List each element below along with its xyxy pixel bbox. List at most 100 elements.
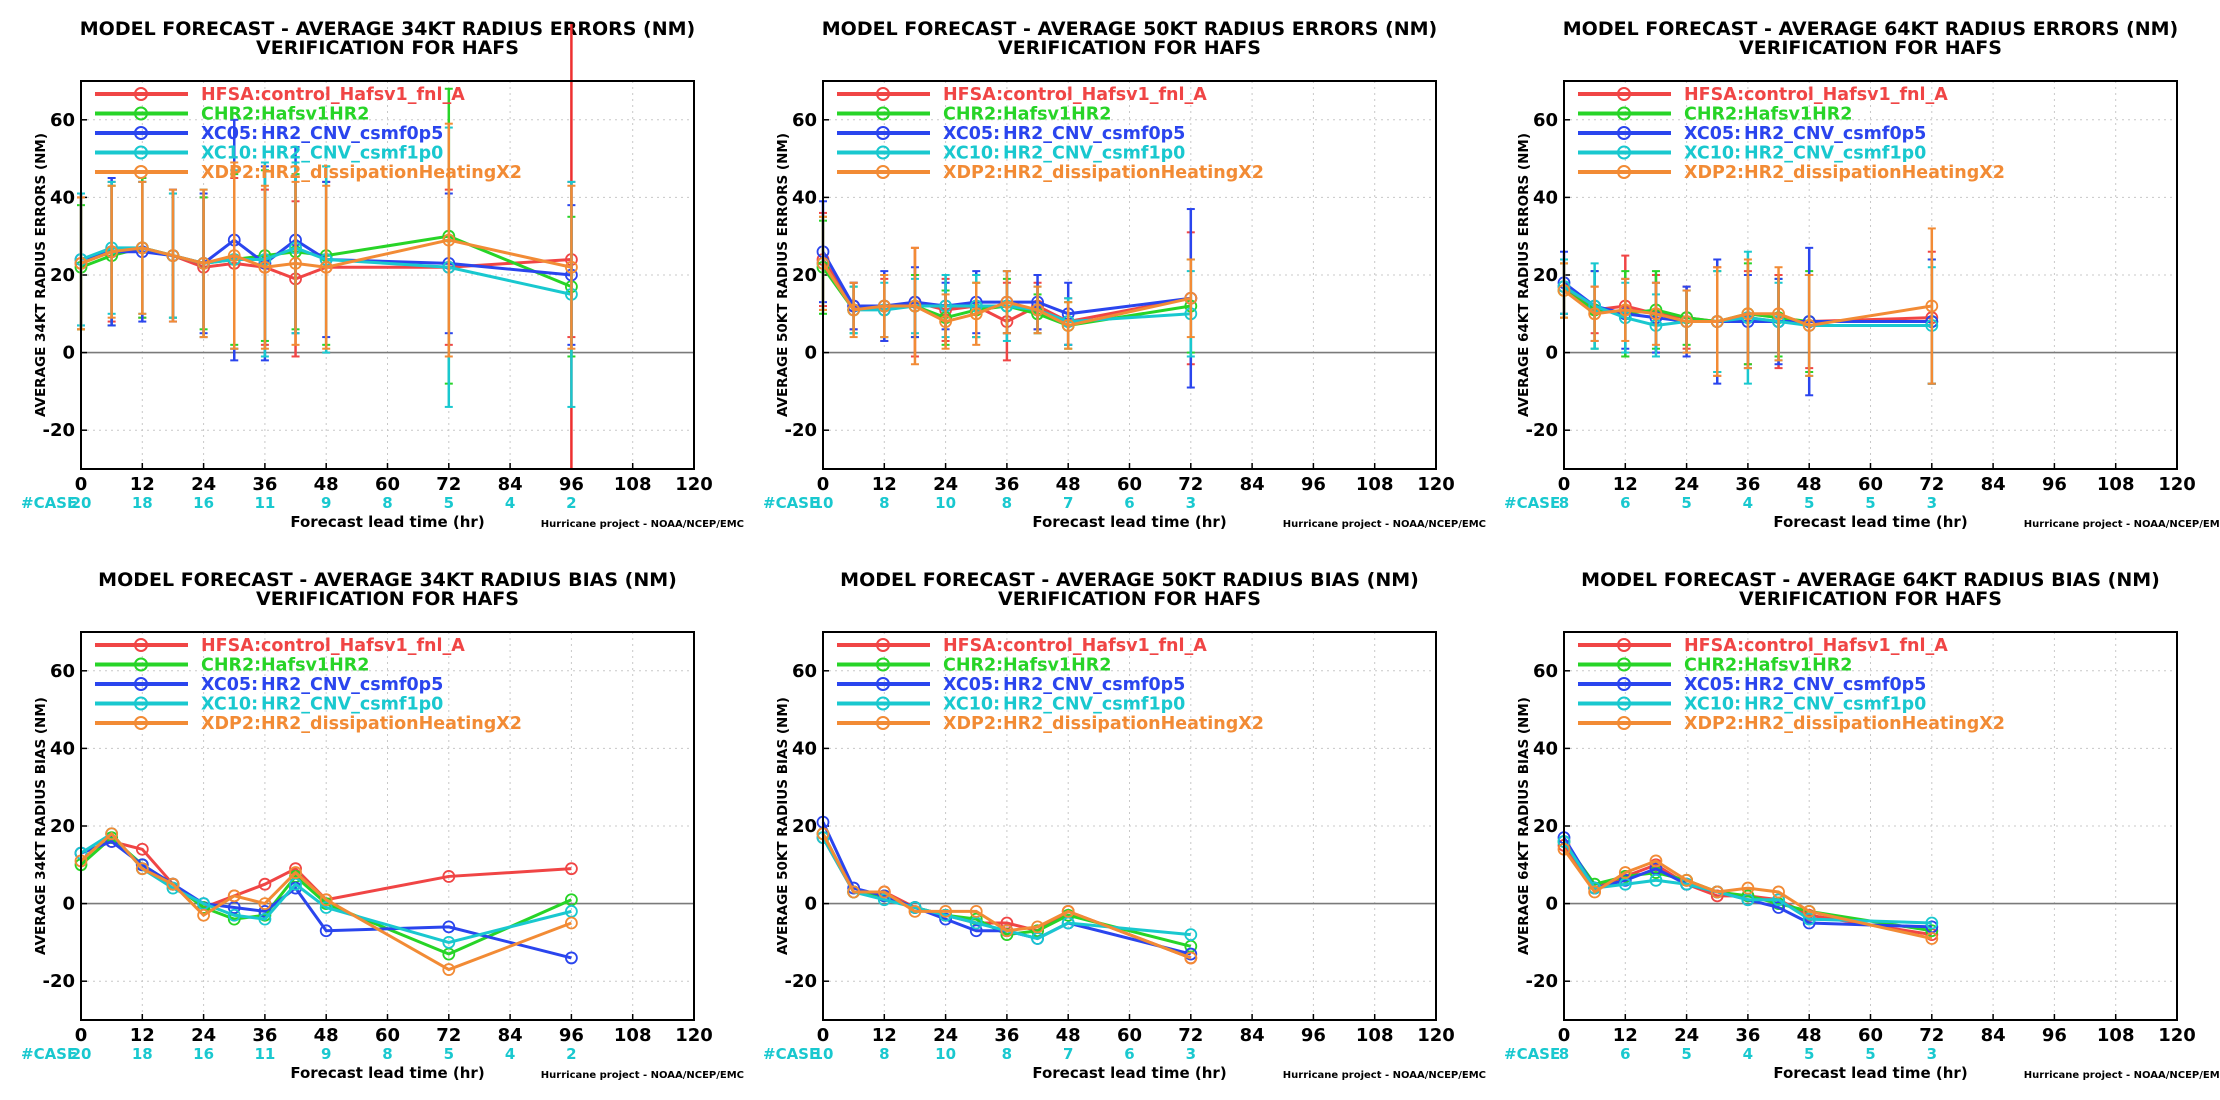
x-tick-label: 84: [1240, 1025, 1265, 1046]
case-count-value: 11: [254, 494, 275, 512]
y-tick-label: 20: [792, 265, 817, 286]
y-tick-label: 0: [804, 894, 817, 915]
case-count-value: 7: [1063, 494, 1073, 512]
case-count-value: 4: [1743, 494, 1753, 512]
case-count-value: 5: [444, 1045, 454, 1063]
x-tick-label: 36: [994, 474, 1019, 495]
legend-desc: control_Hafsv1_fnl_A: [1003, 85, 1207, 105]
data-point: [442, 870, 456, 883]
data-point: [1680, 873, 1693, 887]
chart-panel-2: MODEL FORECAST - AVERAGE 50KT RADIUS ERR…: [763, 18, 1486, 531]
legend-name: CHR2:: [1684, 656, 1744, 676]
x-tick-label: 60: [1117, 474, 1142, 495]
case-count-value: 8: [1559, 494, 1569, 512]
series-line: [1562, 840, 1932, 925]
legend-name: CHR2:: [1684, 105, 1744, 125]
case-count-value: 5: [1681, 1045, 1691, 1063]
legend-name: XDP2:: [943, 714, 1003, 734]
y-tick-label: 20: [1533, 265, 1558, 286]
data-series: [816, 200, 1198, 389]
data-point: [877, 299, 891, 313]
y-tick-label: 60: [1533, 661, 1558, 682]
series-line: [821, 262, 1191, 324]
x-tick-label: 36: [1735, 1025, 1760, 1046]
legend-desc: HR2_CNV_csmf0p5: [1003, 124, 1185, 144]
data-point: [877, 893, 891, 907]
credit-label: Hurricane project - NOAA/NCEP/EMC: [541, 1070, 744, 1081]
x-tick-label: 60: [1117, 1025, 1142, 1046]
data-point: [1184, 947, 1198, 961]
plot-frame: [1563, 80, 2178, 470]
legend-desc: control_Hafsv1_fnl_A: [1744, 85, 1948, 105]
legend-swatch-marker: [876, 126, 890, 140]
chart-panel-1: MODEL FORECAST - AVERAGE 34KT RADIUS ERR…: [21, 18, 744, 531]
legend-desc: HR2_CNV_csmf0p5: [261, 124, 443, 144]
chart-subtitle: VERIFICATION FOR HAFS: [998, 588, 1261, 610]
data-point: [227, 908, 241, 922]
y-axis-label: AVERAGE 50KT RADIUS ERRORS (NM): [775, 133, 791, 417]
x-tick-label: 84: [1240, 474, 1265, 495]
legend-name: XC10:: [201, 144, 258, 164]
series-line: [80, 238, 572, 269]
x-axis-label: Forecast lead time (hr): [1032, 513, 1226, 531]
data-point: [1772, 885, 1785, 899]
x-tick-label: 96: [559, 474, 584, 495]
chart-title: MODEL FORECAST - AVERAGE 34KT RADIUS BIA…: [98, 569, 677, 591]
y-tick-label: 60: [50, 110, 75, 131]
gridlines: [81, 632, 694, 1020]
data-point: [847, 881, 861, 895]
legend-swatch-marker: [876, 106, 890, 121]
case-count-value: 6: [1620, 1045, 1630, 1063]
case-count-value: 7: [1063, 1045, 1073, 1063]
y-axis-label: AVERAGE 64KT RADIUS ERRORS (NM): [1516, 133, 1532, 417]
legend-desc: HR2_CNV_csmf0p5: [261, 675, 443, 695]
y-axis-label: AVERAGE 64KT RADIUS BIAS (NM): [1516, 697, 1532, 955]
data-point: [1741, 881, 1755, 895]
series-xdp2: [74, 122, 578, 358]
data-point: [1772, 307, 1785, 321]
plot-frame: [80, 80, 695, 470]
series-line: [1562, 848, 1933, 940]
credit-label: Hurricane project - NOAA/NCEP/EMC: [1283, 1070, 1486, 1081]
x-tick-label: 60: [375, 1025, 400, 1046]
chart-subtitle: VERIFICATION FOR HAFS: [1739, 588, 2002, 610]
x-tick-label: 12: [130, 474, 155, 495]
case-count-label: #CASE: [21, 1045, 77, 1063]
data-point: [1184, 951, 1198, 965]
plot-frame: [822, 631, 1437, 1021]
series-line: [821, 833, 1192, 948]
data-point: [319, 924, 333, 938]
x-tick-label: 12: [872, 474, 897, 495]
y-tick-label: -20: [1525, 420, 1558, 441]
legend-name: XC10:: [1684, 695, 1741, 715]
chart-title: MODEL FORECAST - AVERAGE 34KT RADIUS ERR…: [80, 18, 695, 40]
chart-title: MODEL FORECAST - AVERAGE 64KT RADIUS ERR…: [1563, 18, 2178, 40]
legend-name: HFSA:: [1684, 85, 1744, 105]
legend-name: XC05:: [201, 675, 258, 695]
legend-name: XC05:: [943, 124, 1000, 144]
legend-desc: HR2_dissipationHeatingX2: [1003, 163, 1264, 183]
x-tick-label: 0: [75, 1025, 88, 1046]
x-axis-label: Forecast lead time (hr): [1032, 1064, 1226, 1082]
legend-swatch-marker: [134, 87, 148, 101]
case-count-value: 18: [132, 1045, 153, 1063]
case-count-value: 3: [1927, 1045, 1937, 1063]
data-point: [1772, 901, 1785, 914]
x-axis-label: Forecast lead time (hr): [1773, 513, 1967, 531]
chart-subtitle: VERIFICATION FOR HAFS: [256, 588, 519, 610]
x-tick-label: 48: [1797, 1025, 1822, 1046]
case-count-value: 2: [566, 494, 576, 512]
case-count-value: 2: [566, 1045, 576, 1063]
legend-desc: Hafsv1HR2: [1003, 105, 1111, 125]
legend-swatch-marker: [134, 106, 148, 121]
plot-frame: [1563, 631, 2178, 1021]
data-point: [969, 924, 983, 938]
x-tick-label: 72: [1919, 1025, 1944, 1046]
legend-name: XDP2:: [1684, 714, 1744, 734]
data-point: [1741, 889, 1755, 903]
data-point: [319, 893, 333, 907]
data-point: [1649, 873, 1663, 887]
data-point: [1618, 873, 1632, 887]
x-tick-label: 24: [191, 474, 216, 495]
